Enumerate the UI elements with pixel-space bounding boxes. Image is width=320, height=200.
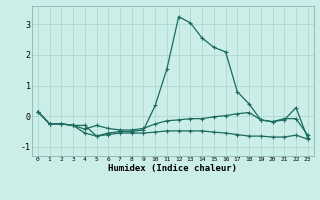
- X-axis label: Humidex (Indice chaleur): Humidex (Indice chaleur): [108, 164, 237, 173]
